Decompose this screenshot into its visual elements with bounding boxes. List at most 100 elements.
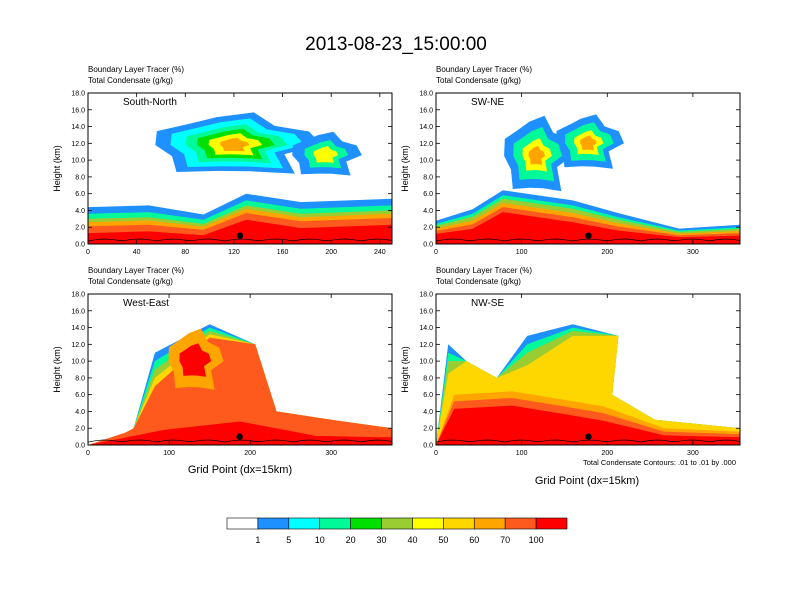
colorbar-label: 30 <box>377 535 387 545</box>
x-tick-label: 160 <box>277 249 289 256</box>
colorbar-swatch <box>535 517 568 530</box>
colorbar-swatch <box>473 517 506 530</box>
y-tick-label: 12.0 <box>419 141 433 148</box>
y-tick-label: 10.0 <box>419 158 433 165</box>
panel-subtitle: Boundary Layer Tracer (%) <box>436 266 532 275</box>
surface-marker <box>236 232 244 239</box>
y-tick-label: 0.0 <box>423 443 433 450</box>
terrain-line <box>88 439 392 443</box>
y-axis-label: Height (km) <box>400 346 410 393</box>
x-tick-label: 100 <box>516 249 528 256</box>
colorbar-label: 5 <box>286 535 291 545</box>
y-tick-label: 16.0 <box>419 107 433 114</box>
panel-subtitle: Boundary Layer Tracer (%) <box>436 65 532 74</box>
boundary-layer-fill <box>88 219 392 244</box>
panel-subtitle: Total Condensate (g/kg) <box>436 277 521 286</box>
terrain-line <box>436 238 740 242</box>
x-axis-title-left: Grid Point (dx=15km) <box>188 464 292 476</box>
anvil-fill <box>580 135 597 151</box>
y-tick-label: 0.0 <box>423 242 433 249</box>
plot-area <box>88 93 392 244</box>
panel-nw-se: NW-SE Boundary Layer Tracer (%) Total Cond… <box>400 266 741 457</box>
plot-frame <box>435 92 741 245</box>
x-tick-label: 0 <box>86 249 90 256</box>
colorbar-swatch <box>226 517 259 530</box>
core-fill <box>179 343 212 377</box>
y-tick-label: 16.0 <box>71 107 85 114</box>
y-tick-label: 18.0 <box>71 91 85 98</box>
colorbar: 1 5 10 20 30 40 50 60 70 100 <box>226 517 568 545</box>
x-tick-label: 200 <box>601 249 613 256</box>
x-axis-title-right: Grid Point (dx=15km) <box>535 475 639 487</box>
x-tick-label: 80 <box>181 249 189 256</box>
y-tick-label: 8.0 <box>75 375 85 382</box>
panel-sw-ne: SW-NE Boundary Layer Tracer (%) Total Cond… <box>400 65 741 256</box>
boundary-layer-fill <box>88 421 392 445</box>
x-tick-label: 0 <box>434 249 438 256</box>
y-tick-label: 4.0 <box>75 208 85 215</box>
panel-subtitle: Total Condensate (g/kg) <box>436 76 521 85</box>
boundary-layer-fill <box>436 212 740 244</box>
x-tick-label: 300 <box>325 450 337 457</box>
surface-marker <box>585 433 592 440</box>
y-tick-label: 16.0 <box>71 308 85 315</box>
y-tick-label: 4.0 <box>423 208 433 215</box>
contour-note: Total Condensate Contours: .01 to .01 by… <box>583 458 736 467</box>
panel-label: West-East <box>123 298 169 309</box>
y-tick-label: 8.0 <box>75 174 85 181</box>
panels: South-North Boundary Layer Tracer (%) Tota… <box>52 65 741 457</box>
x-tick-label: 100 <box>516 450 528 457</box>
x-tick-label: 200 <box>244 450 256 457</box>
y-tick-label: 2.0 <box>75 426 85 433</box>
y-tick-label: 18.0 <box>419 91 433 98</box>
colorbar-swatch <box>350 517 382 530</box>
y-tick-label: 4.0 <box>423 409 433 416</box>
y-tick-label: 0.0 <box>75 443 85 450</box>
colorbar-swatch <box>288 517 321 530</box>
boundary-layer-fill <box>436 405 740 445</box>
y-tick-label: 18.0 <box>419 292 433 299</box>
colorbar-label: 10 <box>315 535 325 545</box>
y-tick-label: 14.0 <box>71 325 85 332</box>
y-tick-label: 10.0 <box>71 359 85 366</box>
colorbar-label: 40 <box>407 535 417 545</box>
y-tick-label: 6.0 <box>75 191 85 198</box>
anvil-fill <box>528 145 545 165</box>
y-tick-label: 8.0 <box>423 375 433 382</box>
y-tick-label: 6.0 <box>75 392 85 399</box>
colorbar-label: 70 <box>500 535 510 545</box>
panel-subtitle: Total Condensate (g/kg) <box>88 277 173 286</box>
anvil-fill <box>220 137 250 152</box>
colorbar-swatch <box>443 517 475 530</box>
plume-fill <box>103 337 392 445</box>
y-tick-label: 2.0 <box>75 225 85 232</box>
x-tick-label: 40 <box>133 249 141 256</box>
x-tick-label: 200 <box>601 450 613 457</box>
colorbar-swatch <box>504 517 537 530</box>
y-tick-label: 6.0 <box>423 392 433 399</box>
colorbar-label: 20 <box>346 535 356 545</box>
y-tick-label: 12.0 <box>71 342 85 349</box>
surface-marker <box>585 232 592 239</box>
y-tick-label: 14.0 <box>71 124 85 131</box>
y-tick-label: 12.0 <box>71 141 85 148</box>
y-tick-label: 0.0 <box>75 242 85 249</box>
y-tick-label: 10.0 <box>71 158 85 165</box>
surface-marker <box>236 433 243 440</box>
y-tick-label: 12.0 <box>419 342 433 349</box>
panel-label: South-North <box>123 97 177 108</box>
colorbar-label: 100 <box>529 535 544 545</box>
x-tick-label: 240 <box>374 249 386 256</box>
panel-label: NW-SE <box>471 298 504 309</box>
plot-frame <box>87 92 393 245</box>
anvil-fill <box>313 146 339 163</box>
colorbar-label: 1 <box>255 535 260 545</box>
colorbar-swatch <box>257 517 290 530</box>
colorbar-swatch <box>381 517 413 530</box>
panel-subtitle: Total Condensate (g/kg) <box>88 76 173 85</box>
y-tick-label: 10.0 <box>419 359 433 366</box>
y-tick-label: 14.0 <box>419 325 433 332</box>
y-axis-label: Height (km) <box>52 346 62 393</box>
panel-south-north: South-North Boundary Layer Tracer (%) Tota… <box>52 65 393 256</box>
